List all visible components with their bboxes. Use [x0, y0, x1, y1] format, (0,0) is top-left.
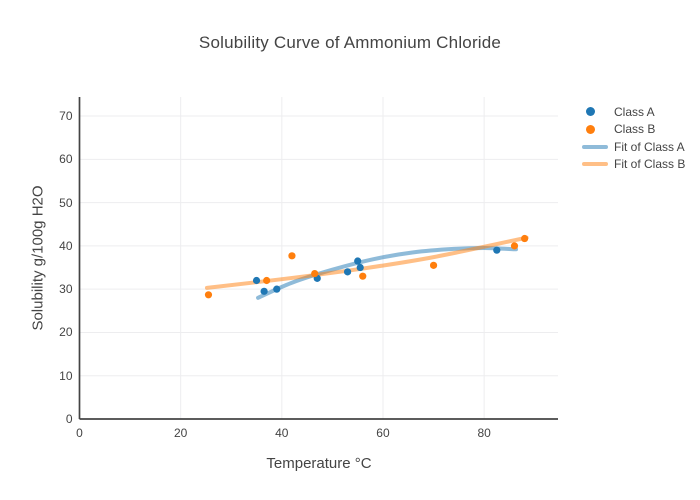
marker-class-b[interactable]: [359, 272, 367, 280]
marker-class-a[interactable]: [273, 285, 281, 293]
x-tick-label: 40: [275, 426, 289, 440]
marker-class-a[interactable]: [252, 276, 261, 285]
x-tick-label: 20: [173, 426, 188, 440]
legend-item-fit-class-b[interactable]: Fit of Class B: [582, 156, 685, 174]
legend-item-fit-class-a[interactable]: Fit of Class A: [582, 138, 685, 156]
y-tick-label: 40: [59, 238, 73, 253]
legend-label-class-b: Class B: [614, 122, 656, 137]
x-axis-title: Temperature °C: [266, 455, 372, 472]
class-a-marker-swatch: [582, 107, 608, 117]
marker-class-b[interactable]: [263, 276, 271, 285]
fit-class-b-line-swatch: [582, 162, 608, 167]
class-b-marker-swatch: [582, 124, 608, 134]
fit-line-fit-of-class-a: [256, 246, 518, 300]
marker-class-a[interactable]: [343, 268, 352, 276]
marker-class-a[interactable]: [493, 246, 501, 254]
x-tick-label: 60: [376, 426, 390, 440]
x-tick-label: 0: [76, 426, 83, 440]
fit-class-a-line-swatch: [582, 144, 608, 149]
legend-label-fit-class-a: Fit of Class A: [614, 139, 685, 154]
y-tick-label: 30: [59, 282, 73, 297]
marker-class-b[interactable]: [510, 242, 519, 250]
x-tick-label: 80: [477, 426, 491, 440]
chart-title: Solubility Curve of Ammonium Chloride: [198, 33, 502, 52]
y-tick-label: 60: [59, 152, 73, 167]
marker-class-a[interactable]: [354, 257, 362, 265]
legend-item-class-a[interactable]: Class A: [582, 103, 685, 121]
marker-class-a[interactable]: [356, 263, 364, 272]
y-tick-label: 0: [65, 412, 73, 426]
legend-label-fit-class-b: Fit of Class B: [614, 157, 686, 172]
marker-class-a[interactable]: [260, 287, 268, 295]
marker-class-b[interactable]: [429, 261, 438, 269]
marker-class-b[interactable]: [311, 269, 319, 278]
y-tick-label: 50: [59, 195, 73, 210]
y-tick-label: 20: [59, 325, 73, 340]
marker-class-b[interactable]: [288, 252, 296, 260]
legend: Class A Class B Fit of Class A Fit of Cl…: [582, 103, 685, 173]
y-tick-label: 70: [59, 109, 73, 124]
marker-class-b[interactable]: [521, 234, 529, 243]
legend-label-class-a: Class A: [614, 104, 655, 119]
marker-class-b[interactable]: [204, 291, 213, 299]
y-tick-label: 10: [59, 368, 73, 383]
legend-item-class-b[interactable]: Class B: [582, 121, 685, 139]
